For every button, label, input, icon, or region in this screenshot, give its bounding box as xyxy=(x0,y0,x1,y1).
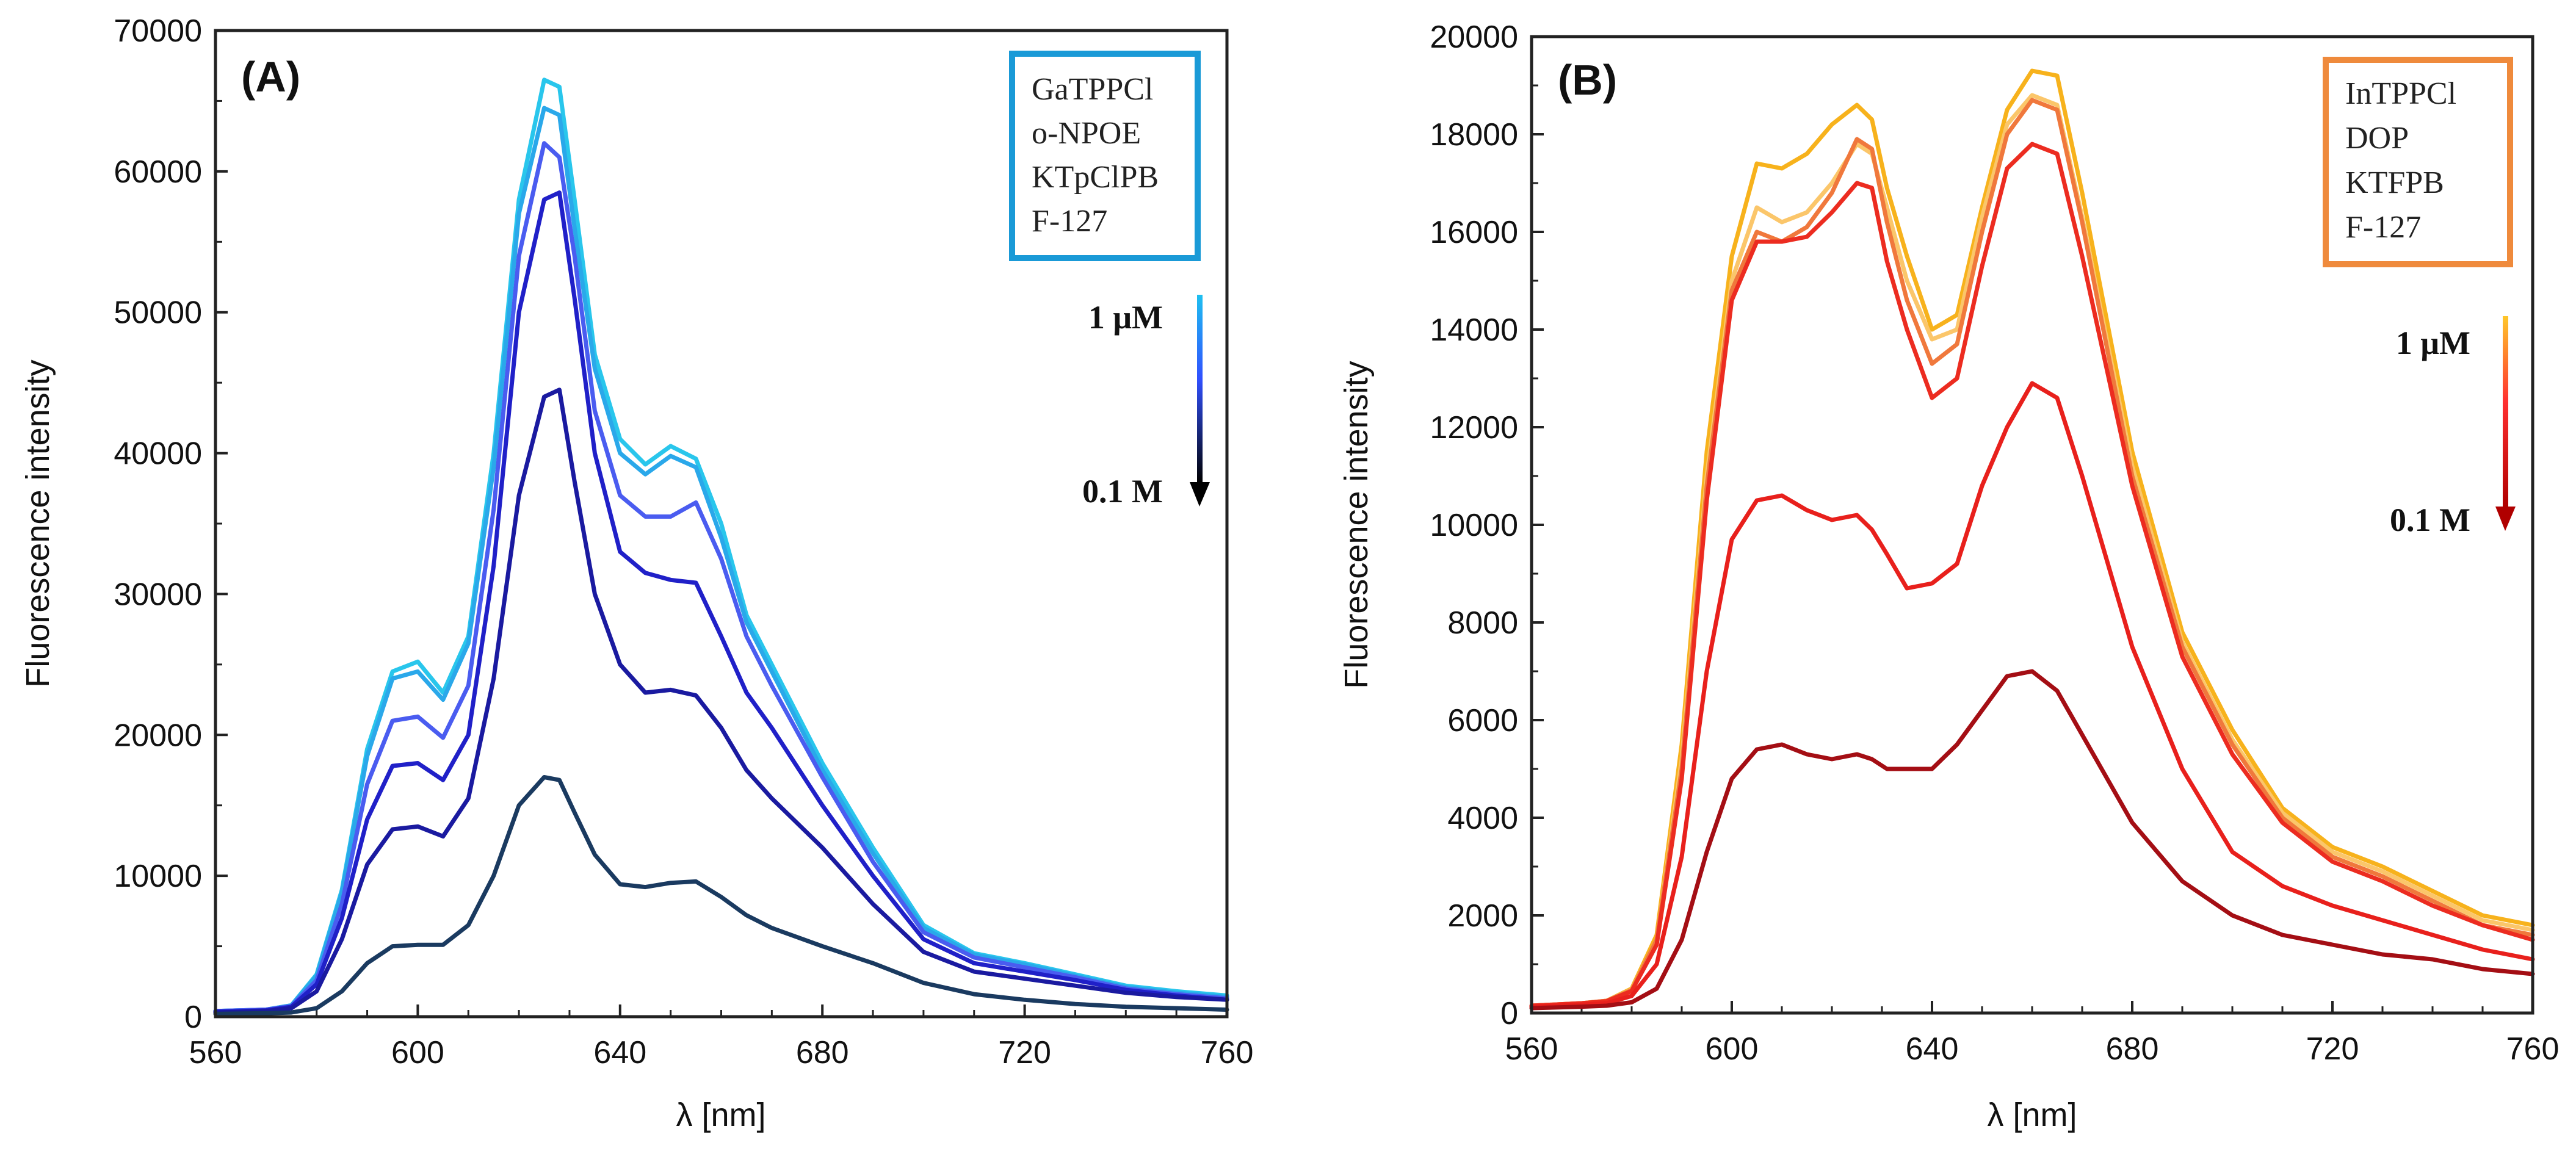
panel-b-y-tick-label: 0 xyxy=(1500,996,1518,1031)
panel-b-conc-bottom: 0.1 M xyxy=(2390,502,2470,538)
panel-b-legend-frame xyxy=(2323,57,2513,267)
panel-a-x-tick-label: 560 xyxy=(189,1035,242,1070)
panel-a-y-tick-labels: 0 10000 20000 30000 40000 50000 60000 70000 xyxy=(114,13,202,1035)
panel-a-y-tick-label: 20000 xyxy=(114,718,202,753)
panel-a-y-tick-label: 70000 xyxy=(114,13,202,49)
panel-a-legend-line-1: GaTPPCl xyxy=(1032,72,1153,107)
panel-b-legend-line-2: DOP xyxy=(2345,121,2409,156)
panel-b-y-tick-label: 2000 xyxy=(1447,898,1518,934)
panel-a: 0 10000 20000 30000 40000 50000 60000 70000 560… xyxy=(20,13,1253,1133)
panel-a-y-tick-label: 60000 xyxy=(114,154,202,190)
panel-a-legend-frame xyxy=(1009,51,1201,261)
panel-b-series-line-5 xyxy=(1529,381,2535,1009)
panel-b-legend-line-1: InTPPCl xyxy=(2345,76,2456,111)
panel-b: 0 2000 4000 6000 8000 10000 12000 14000 16000 180… xyxy=(1338,20,2559,1133)
panel-b-x-tick-label: 640 xyxy=(1906,1031,1959,1067)
panel-a-gradient-bar xyxy=(1197,295,1203,482)
panel-b-y-axis-label: Fluorescence intensity xyxy=(1338,361,1375,688)
panel-b-y-tick-label: 16000 xyxy=(1430,215,1518,250)
panel-b-y-tick-label: 10000 xyxy=(1430,508,1518,543)
panel-b-y-tick-label: 18000 xyxy=(1430,117,1518,153)
panel-b-conc-top: 1 μM xyxy=(2396,325,2470,361)
panel-a-series xyxy=(213,78,1229,1016)
panel-a-y-tick-label: 30000 xyxy=(114,577,202,612)
panel-a-series-line-5 xyxy=(213,388,1229,1015)
panel-b-concentration-indicator: 1 μM 0.1 M xyxy=(2390,316,2516,538)
panel-b-x-tick-label: 760 xyxy=(2506,1031,2560,1067)
panel-a-series-line-6 xyxy=(213,775,1229,1016)
panel-a-x-tick-label: 640 xyxy=(593,1035,646,1070)
panel-b-y-tick-label: 8000 xyxy=(1447,605,1518,641)
panel-b-frame xyxy=(1530,35,2534,1015)
panel-b-x-tick-label: 720 xyxy=(2306,1031,2359,1067)
panel-b-x-axis-label: λ [nm] xyxy=(1987,1097,2077,1133)
panel-b-legend-box: InTPPCl DOP KTFPB F-127 xyxy=(2323,57,2513,267)
panel-a-label: (A) xyxy=(241,53,300,101)
panel-b-label: (B) xyxy=(1558,56,1617,104)
panel-b-x-tick-label: 600 xyxy=(1706,1031,1759,1067)
panel-a-concentration-indicator: 1 μM 0.1 M xyxy=(1082,295,1210,510)
panel-a-series-line-3 xyxy=(213,141,1229,1014)
panel-b-y-tick-label: 14000 xyxy=(1430,312,1518,348)
panel-a-x-tick-labels: 560 600 640 680 720 760 xyxy=(189,1035,1254,1070)
panel-a-x-tick-label: 680 xyxy=(796,1035,849,1070)
panel-a-legend-box: GaTPPCl o-NPOE KTpClPB F-127 xyxy=(1009,51,1201,261)
panel-b-x-tick-labels: 560 600 640 680 720 760 xyxy=(1505,1031,2560,1067)
panel-a-y-tick-label: 10000 xyxy=(114,859,202,894)
panel-a-y-tick-label: 50000 xyxy=(114,295,202,331)
panel-a-x-tick-label: 760 xyxy=(1201,1035,1254,1070)
panel-b-series-line-6 xyxy=(1529,669,2535,1011)
panel-a-arrow-head-icon xyxy=(1190,482,1210,507)
panel-b-legend-line-4: F-127 xyxy=(2345,210,2421,245)
panel-a-series-line-2 xyxy=(213,106,1229,1014)
panel-a-legend-line-2: o-NPOE xyxy=(1032,116,1141,151)
panel-a-series-line-4 xyxy=(213,190,1229,1014)
panel-b-y-tick-label: 6000 xyxy=(1447,703,1518,738)
panel-b-y-tick-label: 12000 xyxy=(1430,410,1518,445)
panel-a-conc-top: 1 μM xyxy=(1088,299,1163,336)
panel-a-y-axis-label: Fluorescence intensity xyxy=(20,359,56,687)
panel-b-y-tick-label: 4000 xyxy=(1447,801,1518,836)
panel-b-gradient-bar xyxy=(2503,316,2508,507)
panel-a-y-tick-label: 0 xyxy=(184,1000,202,1035)
panel-a-x-tick-label: 600 xyxy=(391,1035,444,1070)
panel-a-y-tick-label: 40000 xyxy=(114,436,202,472)
panel-a-legend-line-3: KTpClPB xyxy=(1032,160,1159,195)
panel-a-x-tick-label: 720 xyxy=(998,1035,1051,1070)
panel-b-x-tick-label: 560 xyxy=(1505,1031,1558,1067)
panel-b-legend-line-3: KTFPB xyxy=(2345,165,2444,200)
panel-a-legend-line-4: F-127 xyxy=(1032,204,1107,239)
panel-b-series xyxy=(1529,68,2535,1011)
panel-a-frame xyxy=(214,29,1229,1019)
panel-a-conc-bottom: 0.1 M xyxy=(1082,473,1163,510)
panel-b-x-tick-label: 680 xyxy=(2106,1031,2159,1067)
panel-a-x-axis-label: λ [nm] xyxy=(676,1097,765,1133)
panel-b-y-tick-label: 20000 xyxy=(1430,20,1518,55)
panel-b-arrow-head-icon xyxy=(2495,507,2516,531)
panel-b-y-tick-labels: 0 2000 4000 6000 8000 10000 12000 14000 16000 180… xyxy=(1430,20,1518,1031)
panel-b-series-line-4 xyxy=(1529,142,2535,1008)
